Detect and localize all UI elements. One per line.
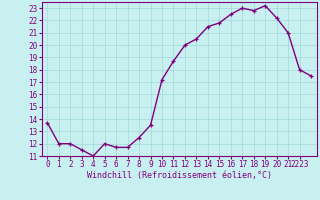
X-axis label: Windchill (Refroidissement éolien,°C): Windchill (Refroidissement éolien,°C) — [87, 171, 272, 180]
